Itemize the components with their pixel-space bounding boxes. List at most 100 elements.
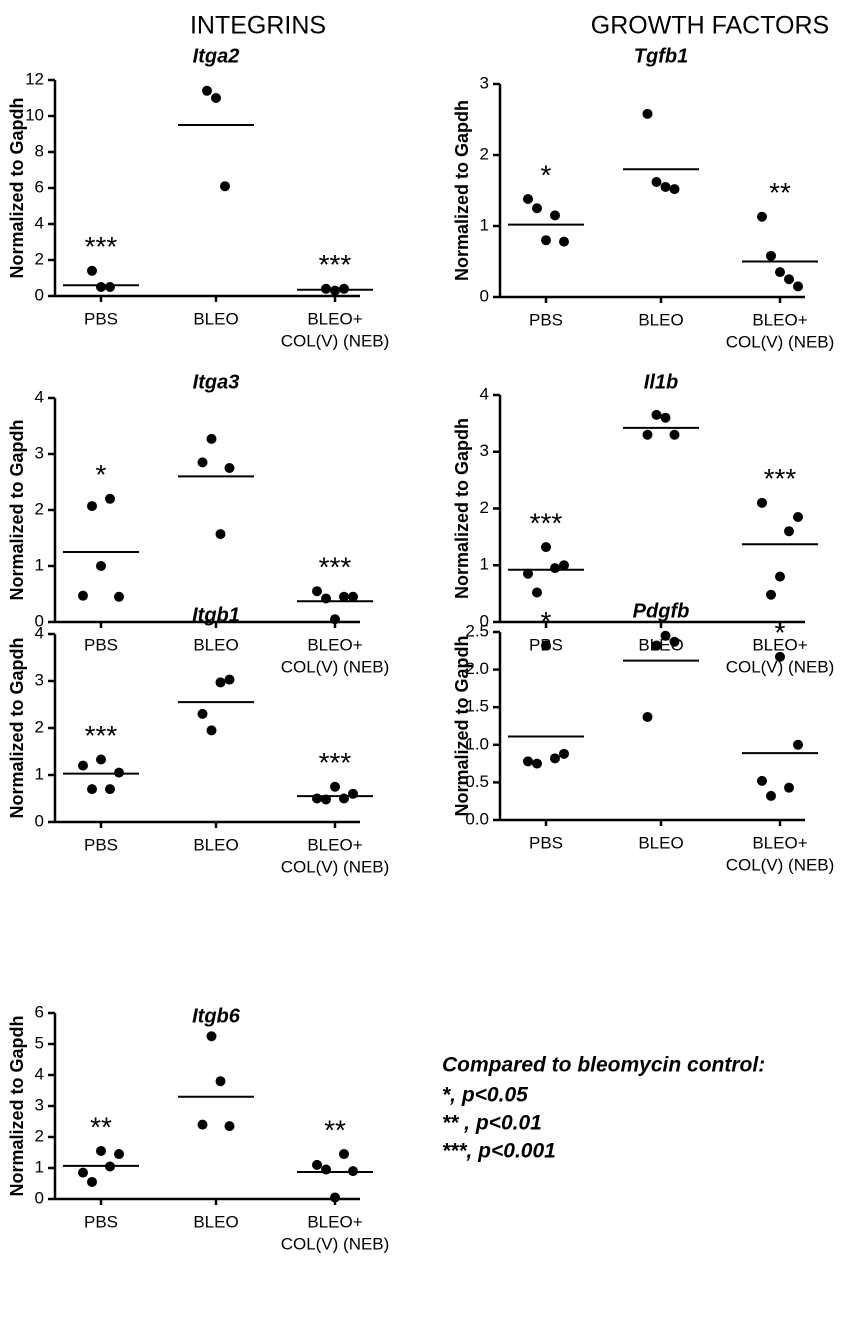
- data-point: [87, 784, 97, 795]
- y-tick-label: 2: [35, 1126, 44, 1145]
- x-tick-label: BLEO: [193, 835, 238, 854]
- data-point: [348, 788, 358, 799]
- y-tick-label: 6: [35, 1002, 44, 1021]
- x-tick-label: BLEO+: [307, 1212, 362, 1231]
- x-tick-label: BLEO: [193, 309, 238, 328]
- y-axis-label: Normalized to Gapdh: [452, 635, 472, 816]
- y-tick-label: 0: [35, 811, 44, 830]
- data-point: [757, 775, 767, 786]
- y-tick-label: 1.0: [465, 734, 489, 753]
- data-point: [224, 1121, 235, 1132]
- data-point: [532, 587, 542, 598]
- y-tick-label: 2: [35, 249, 44, 268]
- x-tick-label: PBS: [84, 1212, 118, 1231]
- data-point: [312, 1159, 322, 1170]
- data-point: [532, 758, 542, 769]
- data-point: [660, 412, 671, 423]
- y-tick-label: 1.5: [465, 697, 489, 716]
- data-point: [105, 784, 115, 795]
- data-point: [651, 176, 662, 187]
- data-point: [541, 542, 551, 553]
- x-tick-label: BLEO+: [307, 835, 362, 854]
- x-tick-label: PBS: [84, 309, 118, 328]
- x-tick-label: BLEO: [638, 310, 683, 329]
- data-point: [105, 282, 115, 292]
- note-line: Compared to bleomycin control:: [442, 1054, 765, 1077]
- y-tick-label: 1: [35, 764, 44, 783]
- panel-title: Itgb1: [192, 604, 240, 626]
- data-point: [215, 1076, 226, 1087]
- data-point: [96, 1145, 106, 1156]
- data-point: [660, 630, 671, 641]
- x-tick-label: BLEO+: [307, 309, 362, 328]
- data-point: [766, 589, 776, 600]
- significance-label: ***: [85, 720, 118, 751]
- data-point: [197, 1119, 208, 1130]
- significance-label: **: [769, 177, 791, 208]
- x-tick-label: COL(V) (NEB): [281, 857, 390, 876]
- data-point: [114, 1149, 124, 1160]
- x-tick-label: BLEO+: [307, 635, 362, 654]
- y-tick-label: 4: [35, 387, 44, 406]
- data-point: [197, 457, 208, 468]
- data-point: [211, 93, 221, 103]
- x-tick-label: PBS: [529, 833, 563, 852]
- y-tick-label: 4: [35, 213, 44, 232]
- y-tick-label: 0: [480, 286, 489, 305]
- significance-label: *: [541, 606, 552, 637]
- data-point: [202, 85, 212, 96]
- data-point: [757, 497, 767, 508]
- data-point: [206, 1031, 217, 1042]
- y-tick-label: 1: [35, 555, 44, 574]
- y-tick-label: 2: [480, 144, 489, 163]
- data-point: [660, 181, 671, 192]
- x-tick-label: COL(V) (NEB): [281, 657, 390, 676]
- y-tick-label: 2: [35, 717, 44, 736]
- data-point: [224, 463, 235, 473]
- y-tick-label: 3: [480, 441, 489, 460]
- y-tick-label: 0.5: [465, 772, 489, 791]
- y-tick-label: 1: [480, 215, 489, 234]
- data-point: [784, 782, 794, 793]
- y-tick-label: 2.0: [465, 659, 489, 678]
- data-point: [312, 586, 322, 597]
- x-tick-label: BLEO+: [752, 635, 807, 654]
- data-point: [550, 563, 560, 574]
- significance-label: *: [541, 159, 552, 190]
- panel-title: Tgfb1: [634, 45, 688, 67]
- y-tick-label: 12: [25, 69, 44, 88]
- data-point: [330, 781, 340, 792]
- data-point: [206, 725, 217, 736]
- y-axis-label: Normalized to Gapdh: [7, 97, 27, 278]
- column-title: INTEGRINS: [190, 12, 326, 40]
- y-tick-label: 5: [35, 1033, 44, 1052]
- x-tick-label: BLEO: [638, 833, 683, 852]
- y-tick-label: 2.5: [465, 621, 489, 640]
- data-point: [215, 529, 226, 540]
- data-point: [114, 591, 124, 602]
- data-point: [642, 108, 653, 119]
- y-tick-label: 1: [480, 555, 489, 574]
- y-tick-label: 0: [35, 611, 44, 630]
- data-point: [78, 590, 88, 601]
- data-point: [669, 429, 680, 440]
- data-point: [559, 748, 569, 759]
- x-tick-label: PBS: [84, 835, 118, 854]
- x-tick-label: COL(V) (NEB): [726, 855, 835, 874]
- data-point: [78, 760, 88, 771]
- panel-title: Il1b: [644, 371, 678, 393]
- data-point: [669, 636, 680, 647]
- data-point: [541, 640, 551, 651]
- data-point: [642, 429, 653, 440]
- data-point: [330, 1192, 340, 1203]
- x-tick-label: PBS: [529, 310, 563, 329]
- panel-title: Pdgfb: [633, 600, 690, 622]
- data-point: [339, 1149, 349, 1160]
- data-point: [784, 274, 794, 285]
- y-axis-label: Normalized to Gapdh: [7, 637, 27, 818]
- x-tick-label: COL(V) (NEB): [281, 1234, 390, 1253]
- y-tick-label: 4: [480, 384, 489, 403]
- data-point: [793, 512, 803, 523]
- data-point: [330, 614, 340, 625]
- data-point: [523, 756, 533, 767]
